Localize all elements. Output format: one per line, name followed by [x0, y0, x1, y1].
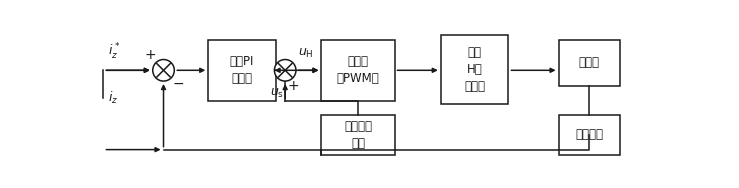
Text: +: +	[145, 48, 156, 62]
Text: 配电网: 配电网	[579, 56, 600, 69]
Bar	[321, 39, 395, 101]
Text: $i_z^*$: $i_z^*$	[108, 42, 120, 62]
Text: +: +	[287, 79, 299, 93]
Circle shape	[274, 60, 296, 81]
Text: $i_z$: $i_z$	[108, 90, 118, 106]
Text: $u_{\mathrm{s}}$: $u_{\mathrm{s}}$	[270, 87, 284, 100]
Bar	[559, 115, 620, 155]
Text: −: −	[172, 77, 184, 91]
Bar	[559, 39, 620, 86]
Text: 电流电压
检测: 电流电压 检测	[344, 120, 372, 150]
Text: 级联
H桥
变流器: 级联 H桥 变流器	[464, 46, 485, 93]
Text: 载波相
移PWM法: 载波相 移PWM法	[336, 55, 379, 85]
Bar	[321, 115, 395, 155]
Text: $u_{\mathrm{H}}$: $u_{\mathrm{H}}$	[298, 47, 313, 60]
Text: 电流PI
控制器: 电流PI 控制器	[230, 55, 254, 85]
Bar	[208, 39, 276, 101]
Circle shape	[153, 60, 174, 81]
Bar	[440, 35, 508, 104]
Text: 故障检测: 故障检测	[576, 128, 603, 142]
